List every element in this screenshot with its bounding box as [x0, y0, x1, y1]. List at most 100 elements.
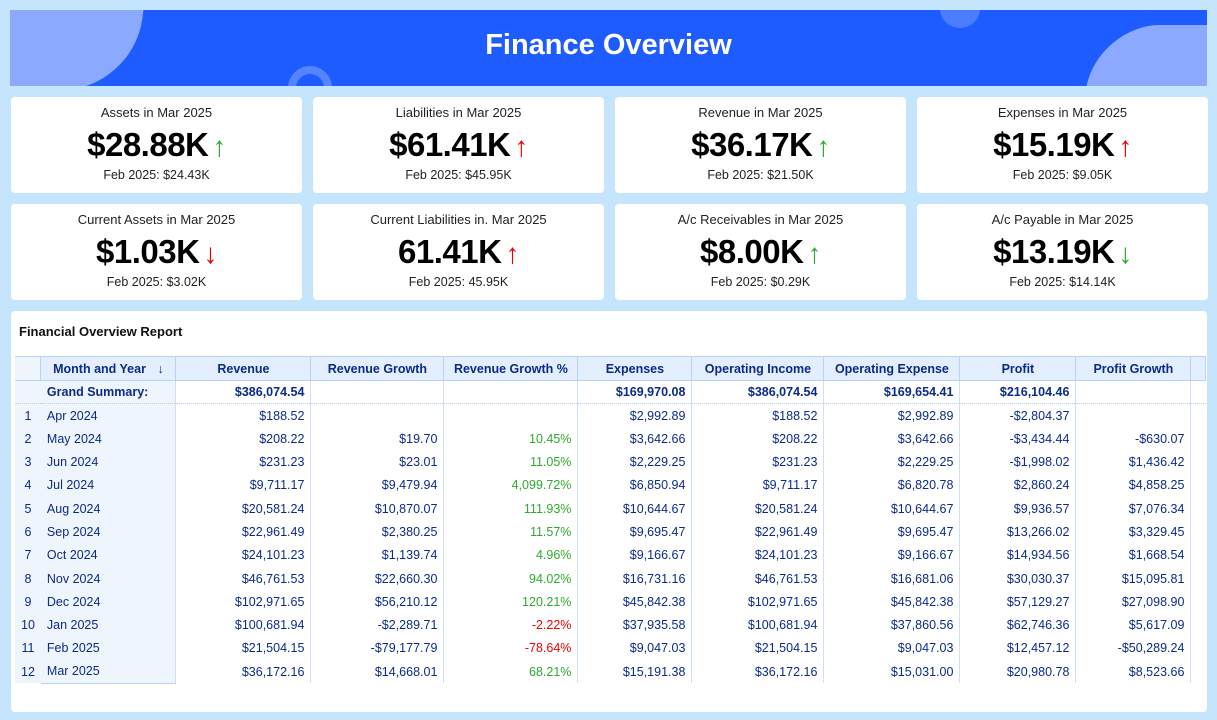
table-cell: $37,860.56: [823, 613, 961, 637]
kpi-previous: Feb 2025: 45.95K: [408, 275, 509, 289]
table-cell: Apr 2024: [40, 403, 177, 428]
table-cell: $2,860.24: [959, 473, 1077, 497]
report-title: Financial Overview Report: [19, 324, 183, 339]
kpi-value: $28.88K: [87, 126, 209, 163]
arrow-up-icon: ↑: [807, 238, 821, 269]
kpi-title: Current Liabilities in. Mar 2025: [370, 212, 547, 227]
column-header[interactable]: Revenue Growth: [310, 356, 445, 381]
table-cell: $9,711.17: [691, 473, 825, 497]
arrow-up-icon: ↑: [816, 131, 830, 162]
table-cell: $9,047.03: [823, 636, 961, 661]
table-cell: $208.22: [691, 427, 825, 451]
column-header-label: Expenses: [605, 361, 665, 376]
arrow-down-icon: ↓: [203, 238, 217, 269]
row-spacer: [1191, 404, 1206, 427]
column-header[interactable]: Profit Growth: [1075, 356, 1192, 381]
table-cell: 111.93%: [443, 496, 579, 521]
kpi-card: Liabilities in Mar 2025 $61.41K ↑ Feb 202…: [313, 97, 604, 193]
row-spacer: [1191, 474, 1206, 497]
kpi-card: Current Assets in Mar 2025 $1.03K ↓ Feb 2…: [11, 204, 302, 300]
financial-overview-report: Financial Overview Report Month and Year…: [11, 311, 1207, 712]
table-cell: Aug 2024: [40, 496, 177, 521]
column-header[interactable]: Revenue Growth %: [443, 356, 579, 381]
table-cell: $3,642.66: [823, 427, 961, 451]
table-cell: $2,380.25: [310, 520, 445, 544]
column-header[interactable]: Month and Year ↓: [40, 356, 177, 381]
row-number-header: [15, 356, 42, 381]
table-cell: $1,436.42: [1075, 450, 1192, 474]
column-header[interactable]: Operating Income: [691, 356, 825, 381]
table-cell: $9,695.47: [577, 520, 693, 544]
table-cell: [443, 403, 579, 428]
row-number: 10: [15, 613, 41, 637]
table-cell: $102,971.65: [691, 590, 825, 614]
column-header[interactable]: Expenses: [577, 356, 693, 381]
table-cell: $22,660.30: [310, 566, 445, 591]
column-header[interactable]: Operating Expense: [823, 356, 961, 381]
table-cell: 11.57%: [443, 520, 579, 544]
table-cell: $9,936.57: [959, 496, 1077, 521]
table-cell: $16,681.06: [823, 566, 961, 591]
kpi-title: A/c Payable in Mar 2025: [991, 212, 1134, 227]
table-cell: -78.64%: [443, 636, 579, 661]
row-spacer: [1191, 497, 1206, 520]
table-cell: 4.96%: [443, 543, 579, 567]
row-spacer: [1191, 427, 1206, 450]
kpi-title: Expenses in Mar 2025: [997, 105, 1128, 120]
table-cell: Oct 2024: [40, 543, 177, 567]
table-cell: [1075, 403, 1192, 428]
table-cell: $231.23: [175, 450, 312, 474]
table-cell: Jun 2024: [40, 450, 177, 474]
table-cell: $6,820.78: [823, 473, 961, 497]
kpi-card: Current Liabilities in. Mar 2025 61.41K ↑…: [313, 204, 604, 300]
table-cell: $46,761.53: [175, 566, 312, 591]
table-cell: $100,681.94: [691, 613, 825, 637]
table-cell: $22,961.49: [691, 520, 825, 544]
column-header-label: Revenue Growth %: [453, 361, 568, 376]
table-cell: $37,935.58: [577, 613, 693, 637]
row-number: 1: [15, 403, 41, 428]
table-row: 4 Jul 2024 $9,711.17 $9,479.94 4,099.72% $6,8…: [15, 473, 1206, 497]
column-header[interactable]: Profit: [959, 356, 1077, 381]
table-cell: $9,695.47: [823, 520, 961, 544]
table-cell: -$3,434.44: [959, 427, 1077, 451]
column-header-label: Profit: [1001, 361, 1035, 376]
table-cell: $9,166.67: [823, 543, 961, 567]
table-row: 7 Oct 2024 $24,101.23 $1,139.74 4.96% $9,166.…: [15, 543, 1206, 567]
table-cell: -2.22%: [443, 613, 579, 637]
row-number: 2: [15, 427, 41, 451]
table-cell: $3,642.66: [577, 427, 693, 451]
row-number: 3: [15, 450, 41, 474]
table-cell: Jul 2024: [40, 473, 177, 497]
kpi-previous: Feb 2025: $21.50K: [707, 168, 814, 182]
table-cell: $15,191.38: [577, 660, 693, 684]
kpi-previous: Feb 2025: $24.43K: [103, 168, 210, 182]
row-number: 11: [15, 636, 41, 661]
kpi-card: A/c Receivables in Mar 2025 $8.00K ↑ Feb …: [615, 204, 906, 300]
arrow-up-icon: ↑: [1118, 131, 1132, 162]
row-number: [15, 380, 41, 405]
row-spacer: [1190, 380, 1206, 405]
table-cell: $188.52: [175, 403, 312, 428]
table-cell: $56,210.12: [310, 590, 445, 614]
table-row: 8 Nov 2024 $46,761.53 $22,660.30 94.02% $16,7…: [15, 566, 1206, 591]
table-cell: -$2,289.71: [310, 613, 445, 637]
kpi-value: $15.19K: [993, 126, 1115, 163]
table-cell: $23.01: [310, 450, 445, 474]
column-header[interactable]: Revenue: [175, 356, 312, 381]
table-cell: $386,074.54: [691, 380, 825, 405]
table-cell: $169,654.41: [823, 380, 961, 405]
table-cell: $24,101.23: [691, 543, 825, 567]
sort-descending-icon[interactable]: ↓: [157, 361, 164, 376]
table-cell: [1075, 380, 1192, 405]
kpi-value: $1.03K: [96, 233, 200, 270]
table-cell: -$630.07: [1075, 427, 1192, 451]
table-cell: $4,858.25: [1075, 473, 1192, 497]
table-cell: -$2,804.37: [959, 403, 1077, 428]
table-cell: $2,992.89: [823, 403, 961, 428]
table-cell: Grand Summary:: [40, 380, 177, 405]
table-cell: 68.21%: [443, 660, 579, 684]
table-row: 12 Mar 2025 $36,172.16 $14,668.01 68.21% $15,…: [15, 660, 1206, 684]
kpi-title: Current Assets in Mar 2025: [77, 212, 236, 227]
row-spacer: [1191, 544, 1206, 567]
